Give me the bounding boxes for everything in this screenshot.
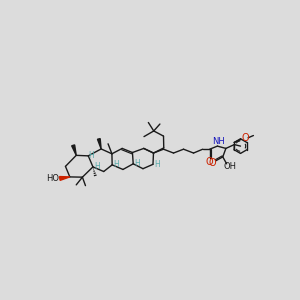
Polygon shape <box>59 176 70 180</box>
Text: NH: NH <box>213 137 225 146</box>
Text: H: H <box>154 160 160 169</box>
Text: HO: HO <box>46 174 59 183</box>
Polygon shape <box>72 145 76 155</box>
Text: H: H <box>134 158 140 167</box>
Text: OH: OH <box>224 162 237 171</box>
Text: O: O <box>241 133 249 143</box>
Text: H: H <box>94 162 100 171</box>
Text: O: O <box>209 158 217 168</box>
Text: O: O <box>206 157 214 166</box>
Text: H: H <box>113 160 119 169</box>
Text: H: H <box>88 151 94 160</box>
Polygon shape <box>98 139 101 149</box>
